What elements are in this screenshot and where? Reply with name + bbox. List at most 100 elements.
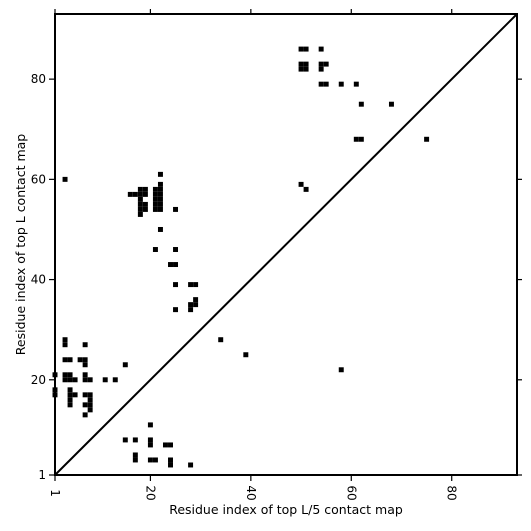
upper-point-6 [303, 66, 309, 72]
upper-point-26 [142, 186, 148, 192]
upper-point-3 [298, 61, 304, 67]
upper-point-2 [318, 46, 324, 52]
x-tick-label-4: 80 [445, 485, 459, 500]
upper-point-57 [193, 302, 199, 308]
upper-point-20 [303, 186, 309, 192]
upper-point-53 [188, 282, 194, 288]
lower-point-5 [82, 342, 88, 348]
upper-point-15 [388, 101, 394, 107]
upper-point-59 [173, 307, 179, 313]
lower-point-15 [82, 372, 88, 378]
plot-frame [54, 13, 518, 476]
lower-point-1 [243, 352, 249, 358]
lower-point-19 [82, 377, 88, 383]
lower-point-18 [72, 377, 78, 383]
upper-point-40 [157, 196, 163, 202]
x-tick-label-3: 60 [344, 485, 358, 500]
upper-point-50 [168, 262, 173, 268]
lower-point-7 [67, 357, 73, 363]
x-tick-label-1: 20 [143, 485, 157, 500]
upper-point-12 [338, 81, 344, 87]
upper-point-16 [353, 136, 359, 142]
upper-point-45 [157, 181, 163, 187]
y-tick-label-3: 60 [31, 172, 46, 186]
upper-point-41 [152, 201, 158, 207]
upper-point-8 [323, 61, 329, 67]
upper-point-0 [298, 46, 304, 52]
lower-point-35 [87, 407, 93, 413]
upper-point-25 [137, 186, 143, 192]
lower-point-38 [122, 437, 128, 443]
upper-point-58 [188, 307, 194, 313]
upper-point-33 [142, 206, 148, 212]
upper-point-52 [173, 282, 179, 288]
lower-point-9 [82, 357, 88, 363]
upper-point-5 [298, 66, 304, 72]
upper-point-21 [62, 176, 68, 182]
lower-point-27 [72, 392, 78, 398]
upper-point-13 [353, 81, 359, 87]
upper-point-35 [152, 186, 158, 192]
upper-point-48 [152, 247, 158, 252]
x-axis-label: Residue index of top L/5 contact map [169, 502, 403, 517]
y-tick-label-4: 80 [31, 72, 46, 86]
x-tick-label-0: 1 [48, 489, 62, 497]
lower-point-47 [152, 457, 158, 463]
ticks-layer: 1 20 40 60 80 1 20 40 60 80 [31, 9, 522, 501]
upper-point-43 [152, 206, 158, 212]
lower-point-13 [62, 372, 68, 378]
lower-point-30 [67, 397, 73, 403]
lower-point-45 [132, 457, 138, 463]
upper-point-1 [303, 46, 309, 52]
lower-point-10 [82, 362, 88, 368]
upper-point-24 [132, 191, 138, 197]
lower-point-8 [77, 357, 83, 363]
y-tick-label-2: 40 [31, 273, 46, 287]
lower-point-3 [62, 337, 68, 343]
lower-point-14 [67, 372, 73, 378]
lower-point-42 [162, 442, 168, 448]
upper-point-14 [358, 101, 364, 107]
upper-point-44 [157, 206, 163, 212]
upper-point-46 [173, 206, 179, 212]
upper-point-19 [298, 181, 304, 187]
lower-point-24 [67, 387, 73, 393]
lower-point-39 [132, 437, 138, 443]
lower-point-31 [87, 397, 93, 403]
x-tick-label-2: 40 [244, 485, 258, 500]
upper-point-37 [152, 191, 158, 197]
upper-point-11 [323, 81, 329, 87]
points-layer [52, 46, 430, 468]
upper-point-36 [157, 186, 163, 192]
upper-point-22 [157, 171, 163, 177]
lower-point-43 [168, 442, 173, 448]
lower-point-40 [147, 437, 153, 443]
upper-point-49 [173, 247, 179, 252]
upper-point-32 [137, 206, 143, 212]
upper-point-30 [137, 201, 143, 207]
y-axis-label: Residue index of top L contact map [13, 134, 28, 355]
lower-point-46 [147, 457, 153, 463]
lower-point-41 [147, 442, 153, 448]
lower-point-36 [82, 412, 88, 418]
lower-point-0 [218, 337, 224, 343]
upper-point-54 [193, 282, 199, 288]
lower-point-4 [62, 342, 68, 348]
upper-point-17 [358, 136, 364, 142]
lower-point-49 [168, 462, 173, 468]
upper-point-34 [137, 211, 143, 217]
lower-point-20 [87, 377, 93, 383]
upper-point-47 [157, 226, 163, 232]
lower-point-29 [87, 392, 93, 398]
lower-point-26 [67, 392, 73, 398]
y-tick-label-1: 20 [31, 373, 46, 387]
upper-point-28 [142, 191, 148, 197]
lower-point-6 [62, 357, 68, 363]
lower-point-11 [122, 362, 128, 368]
upper-point-10 [318, 81, 324, 87]
upper-point-29 [137, 196, 143, 202]
upper-point-27 [137, 191, 143, 197]
lower-point-48 [168, 457, 173, 463]
lower-point-37 [147, 422, 153, 428]
upper-point-39 [152, 196, 158, 202]
